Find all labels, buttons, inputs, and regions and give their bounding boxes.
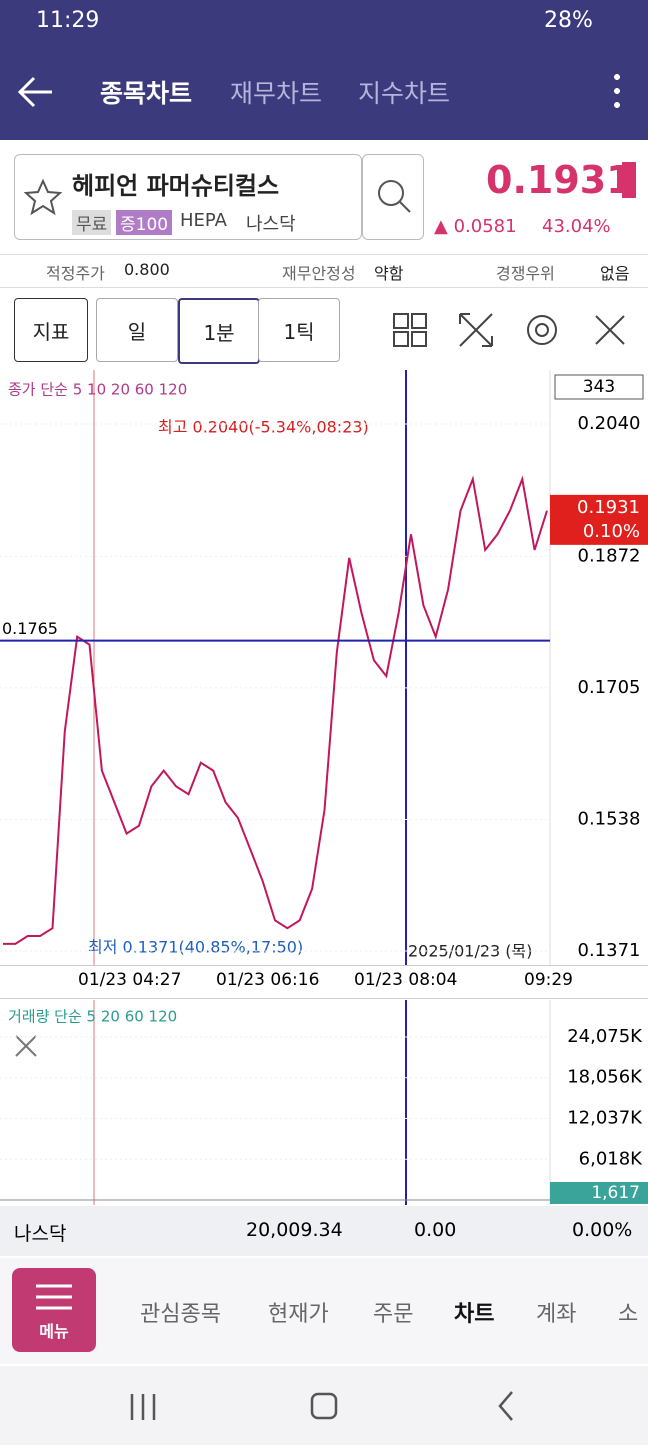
tab[interactable]: 종목차트: [100, 79, 193, 108]
clock: 11:29: [36, 8, 100, 33]
x-tick-label: 01/23 04:27: [78, 970, 182, 990]
info-label: 재무안정성: [282, 264, 356, 283]
y-tick-label: 6,018K: [579, 1148, 644, 1169]
price-line: [3, 475, 548, 945]
volume-box: [550, 1182, 648, 1204]
current-price-box: [550, 494, 648, 545]
tab[interactable]: 재무차트: [230, 79, 323, 108]
price: 0.1931: [486, 158, 633, 202]
menu-icon: [36, 1284, 72, 1310]
header-bg: [0, 0, 648, 140]
nav-item[interactable]: 소: [618, 1302, 639, 1327]
x-tick-label: 09:29: [524, 970, 573, 990]
index-value: 20,009.34: [246, 1219, 343, 1241]
period-button[interactable]: 1틱: [258, 298, 340, 362]
chart-legend: 종가 단순 5 10 20 60 120: [8, 381, 187, 399]
menu-button[interactable]: 메뉴: [12, 1268, 96, 1352]
info-label: 경쟁우위: [496, 264, 555, 283]
current-pct: 0.10%: [583, 521, 640, 542]
y-tick-label: 0.1872: [578, 545, 641, 566]
bottom-nav: [0, 1258, 648, 1364]
y-tick-label: 0.1371: [578, 940, 641, 961]
high-label: 최고 0.2040(-5.34%,08:23): [158, 418, 369, 437]
market: 나스닥: [246, 214, 296, 235]
info-value: 0.800: [124, 260, 170, 279]
index-change: 0.00: [414, 1219, 457, 1241]
y-tick-label: 18,056K: [567, 1067, 643, 1088]
system-nav: [0, 1366, 648, 1445]
index-pct: 0.00%: [572, 1219, 633, 1241]
nav-item[interactable]: 계좌: [536, 1302, 577, 1327]
change-pct: 43.04%: [542, 216, 611, 237]
search-button[interactable]: [362, 154, 424, 240]
count: 343: [583, 377, 615, 397]
nav-item[interactable]: 주문: [373, 1302, 414, 1327]
price-bar: [622, 162, 636, 198]
toolbar-icons[interactable]: [390, 310, 640, 350]
volume-chart: 거래량 단순 5 20 60 120 1,617 24,075K 18,056K 1…: [0, 1000, 648, 1205]
y-tick-label: 0.2040: [578, 413, 641, 434]
info-label: 적정주가: [46, 264, 105, 283]
nav-item[interactable]: 현재가: [268, 1302, 329, 1327]
x-axis: [0, 965, 648, 999]
period-button[interactable]: 일: [96, 298, 178, 362]
y-tick-label: 24,075K: [567, 1026, 643, 1047]
period-button[interactable]: 1분: [178, 298, 260, 364]
indicator-button[interactable]: 지표: [14, 298, 88, 362]
info-value: 없음: [600, 264, 630, 283]
tag: 증100: [116, 210, 173, 235]
y-tick-label: 0.1538: [578, 808, 641, 829]
search-icon: [378, 180, 411, 213]
count-box: [554, 374, 644, 400]
info-row: [0, 254, 648, 288]
crosshair-label: 0.1765: [2, 619, 58, 638]
y-tick-label: 12,037K: [567, 1107, 643, 1128]
price-chart: 종가 단순 5 10 20 60 120 343 최고 0.2040(-5.34…: [0, 370, 648, 965]
tab[interactable]: 지수차트: [358, 79, 451, 108]
volume-legend: 거래량 단순 5 20 60 120: [8, 1008, 177, 1026]
ticker: HEPA: [180, 210, 227, 231]
volume-current: 1,617: [591, 1183, 640, 1203]
nav-item[interactable]: 차트: [454, 1302, 495, 1327]
tag: 무료: [72, 210, 112, 235]
stock-box[interactable]: [14, 154, 362, 240]
stock-name: 헤피언 파머슈티컬스: [72, 172, 280, 200]
y-tick-label: 0.1705: [578, 677, 641, 698]
system-nav-icons[interactable]: [0, 1366, 648, 1445]
current-price: 0.1931: [577, 497, 640, 518]
x-tick-label: 01/23 06:16: [216, 970, 320, 990]
nav-item[interactable]: 관심종목: [140, 1302, 221, 1327]
change: ▲ 0.0581: [434, 216, 517, 237]
index-row: [0, 1206, 648, 1256]
index-name: 나스닥: [14, 1223, 67, 1245]
low-label: 최저 0.1371(40.85%,17:50): [88, 938, 303, 957]
favorite-star[interactable]: [24, 178, 62, 216]
back-button[interactable]: [16, 72, 56, 112]
more-menu[interactable]: [614, 70, 620, 110]
close-icon[interactable]: [15, 1035, 37, 1057]
menu-label: 메뉴: [39, 1322, 69, 1341]
battery: 28%: [544, 8, 593, 33]
x-tick-label: 01/23 08:04: [354, 970, 458, 990]
info-value: 약함: [374, 264, 404, 283]
